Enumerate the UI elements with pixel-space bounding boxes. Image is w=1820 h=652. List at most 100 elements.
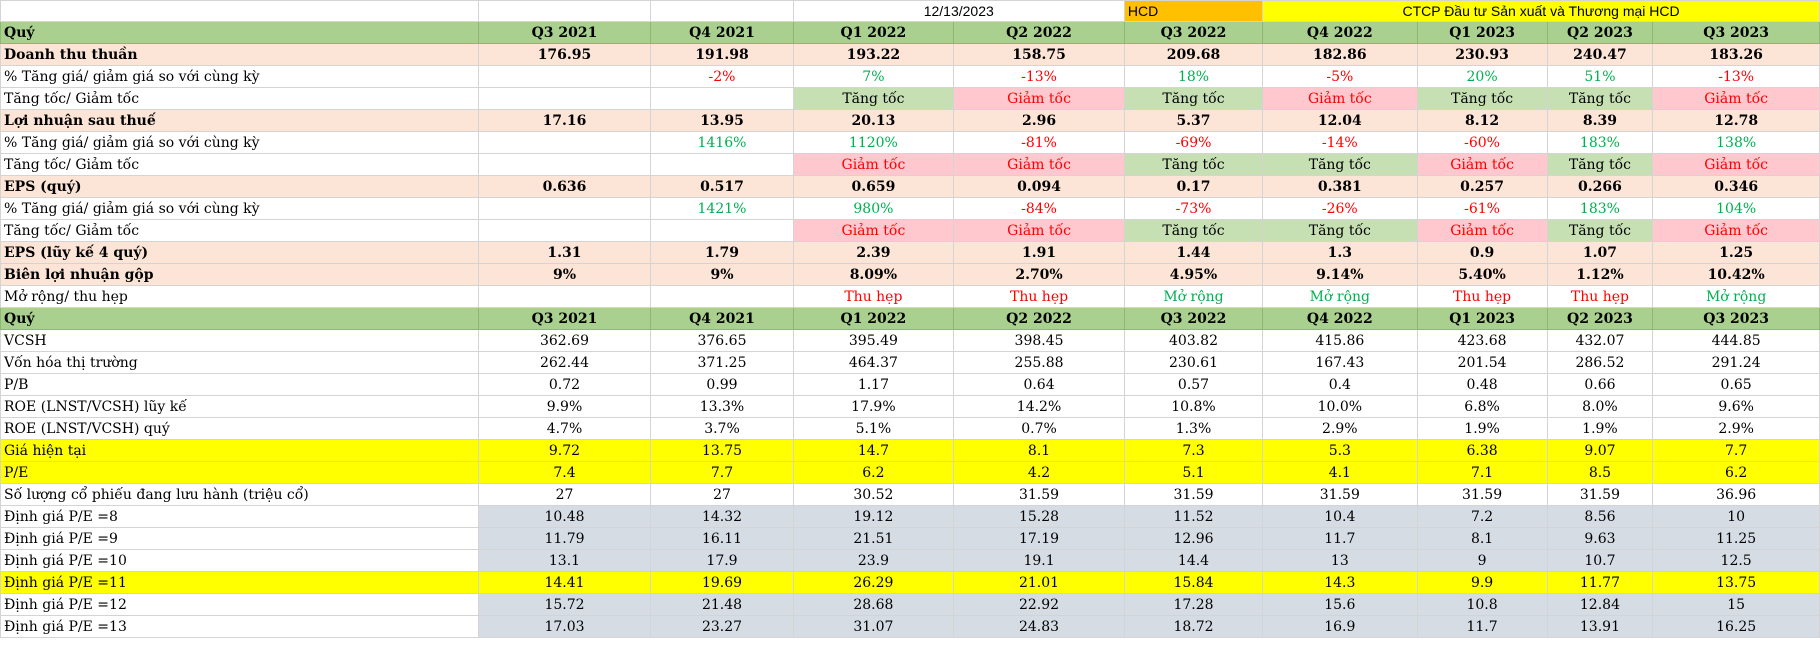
cell[interactable]: 362.69: [477, 329, 652, 352]
cell[interactable]: -2%: [650, 65, 794, 88]
cell[interactable]: 1421%: [650, 197, 794, 220]
cell[interactable]: 398.45: [953, 329, 1125, 352]
cell[interactable]: [650, 219, 794, 242]
cell[interactable]: [477, 197, 652, 220]
cell[interactable]: Tăng tốc: [1546, 219, 1654, 242]
cell[interactable]: 10.48: [477, 505, 652, 528]
row-label[interactable]: Định giá P/E =12: [0, 593, 479, 616]
cell[interactable]: Thu hẹp: [1546, 285, 1654, 308]
cell[interactable]: 10.7: [1546, 549, 1654, 572]
cell[interactable]: 1.44: [1123, 241, 1264, 264]
cell[interactable]: 5.40%: [1416, 263, 1548, 286]
cell[interactable]: 0.659: [792, 175, 955, 198]
cell[interactable]: [477, 0, 652, 22]
cell[interactable]: 17.03: [477, 615, 652, 638]
cell[interactable]: 13.3%: [650, 395, 794, 418]
cell[interactable]: Tăng tốc: [1546, 153, 1654, 176]
row-label[interactable]: P/E: [0, 461, 479, 484]
cell[interactable]: 2.9%: [1262, 417, 1418, 440]
cell[interactable]: 19.1: [953, 549, 1125, 572]
row-label[interactable]: % Tăng giá/ giảm giá so với cùng kỳ: [0, 197, 479, 220]
cell[interactable]: 31.07: [792, 615, 955, 638]
cell[interactable]: 209.68: [1123, 43, 1264, 66]
cell[interactable]: 395.49: [792, 329, 955, 352]
cell[interactable]: -73%: [1123, 197, 1264, 220]
cell[interactable]: 0.636: [477, 175, 652, 198]
cell[interactable]: 158.75: [953, 43, 1125, 66]
cell[interactable]: [477, 131, 652, 154]
cell[interactable]: 27: [477, 483, 652, 506]
row-label[interactable]: Biên lợi nhuận gộp: [0, 263, 479, 286]
cell[interactable]: 13.95: [650, 109, 794, 132]
cell[interactable]: 0.7%: [953, 417, 1125, 440]
cell[interactable]: 14.41: [477, 571, 652, 594]
cell[interactable]: 51%: [1546, 65, 1654, 88]
cell[interactable]: Q3 2023: [1652, 307, 1820, 330]
row-label[interactable]: Mở rộng/ thu hẹp: [0, 285, 479, 308]
cell[interactable]: 17.28: [1123, 593, 1264, 616]
cell[interactable]: 1.91: [953, 241, 1125, 264]
cell[interactable]: 15.72: [477, 593, 652, 616]
cell[interactable]: Q3 2022: [1123, 21, 1264, 44]
cell[interactable]: 183.26: [1652, 43, 1820, 66]
cell[interactable]: Giảm tốc: [792, 153, 955, 176]
cell[interactable]: 11.7: [1262, 527, 1418, 550]
cell[interactable]: 1.9%: [1546, 417, 1654, 440]
company-name-cell[interactable]: CTCP Đầu tư Sản xuất và Thương mại HCD: [1262, 0, 1820, 22]
cell[interactable]: 1.3%: [1123, 417, 1264, 440]
cell[interactable]: 6.38: [1416, 439, 1548, 462]
row-label[interactable]: % Tăng giá/ giảm giá so với cùng kỳ: [0, 65, 479, 88]
cell[interactable]: 1.79: [650, 241, 794, 264]
cell[interactable]: 31.59: [1262, 483, 1418, 506]
row-label[interactable]: EPS (lũy kế 4 quý): [0, 241, 479, 264]
cell[interactable]: 9.9%: [477, 395, 652, 418]
cell[interactable]: Q1 2022: [792, 21, 955, 44]
cell[interactable]: Q1 2023: [1416, 21, 1548, 44]
cell[interactable]: 7.2: [1416, 505, 1548, 528]
row-label[interactable]: ROE (LNST/VCSH) lũy kế: [0, 395, 479, 418]
cell[interactable]: 183%: [1546, 131, 1654, 154]
cell[interactable]: -69%: [1123, 131, 1264, 154]
cell[interactable]: Q4 2021: [650, 307, 794, 330]
cell[interactable]: 16.11: [650, 527, 794, 550]
cell[interactable]: 11.79: [477, 527, 652, 550]
cell[interactable]: 5.1: [1123, 461, 1264, 484]
row-label[interactable]: Tăng tốc/ Giảm tốc: [0, 87, 479, 110]
cell[interactable]: Thu hẹp: [953, 285, 1125, 308]
cell[interactable]: Q1 2023: [1416, 307, 1548, 330]
cell[interactable]: 7.7: [1652, 439, 1820, 462]
cell[interactable]: [650, 285, 794, 308]
cell[interactable]: Tăng tốc: [1262, 219, 1418, 242]
cell[interactable]: 13.91: [1546, 615, 1654, 638]
cell[interactable]: 2.70%: [953, 263, 1125, 286]
cell[interactable]: 31.59: [1546, 483, 1654, 506]
cell[interactable]: [650, 87, 794, 110]
cell[interactable]: [477, 285, 652, 308]
cell[interactable]: 415.86: [1262, 329, 1418, 352]
cell[interactable]: 14.4: [1123, 549, 1264, 572]
cell[interactable]: 13.75: [1652, 571, 1820, 594]
cell[interactable]: Giảm tốc: [1652, 153, 1820, 176]
cell[interactable]: 21.01: [953, 571, 1125, 594]
cell[interactable]: 6.2: [792, 461, 955, 484]
cell[interactable]: 432.07: [1546, 329, 1654, 352]
cell[interactable]: 464.37: [792, 351, 955, 374]
cell[interactable]: 4.7%: [477, 417, 652, 440]
cell[interactable]: 15: [1652, 593, 1820, 616]
row-label[interactable]: VCSH: [0, 329, 479, 352]
cell[interactable]: 8.5: [1546, 461, 1654, 484]
cell[interactable]: 167.43: [1262, 351, 1418, 374]
cell[interactable]: 0.57: [1123, 373, 1264, 396]
cell[interactable]: 9%: [477, 263, 652, 286]
cell[interactable]: 1.31: [477, 241, 652, 264]
cell[interactable]: [477, 153, 652, 176]
cell[interactable]: 7.1: [1416, 461, 1548, 484]
cell[interactable]: 13.1: [477, 549, 652, 572]
row-label[interactable]: Giá hiện tại: [0, 439, 479, 462]
cell[interactable]: 21.51: [792, 527, 955, 550]
cell[interactable]: 1120%: [792, 131, 955, 154]
cell[interactable]: 183%: [1546, 197, 1654, 220]
cell[interactable]: 1.3: [1262, 241, 1418, 264]
row-label[interactable]: Số lượng cổ phiếu đang lưu hành (triệu c…: [0, 483, 479, 506]
cell[interactable]: 444.85: [1652, 329, 1820, 352]
